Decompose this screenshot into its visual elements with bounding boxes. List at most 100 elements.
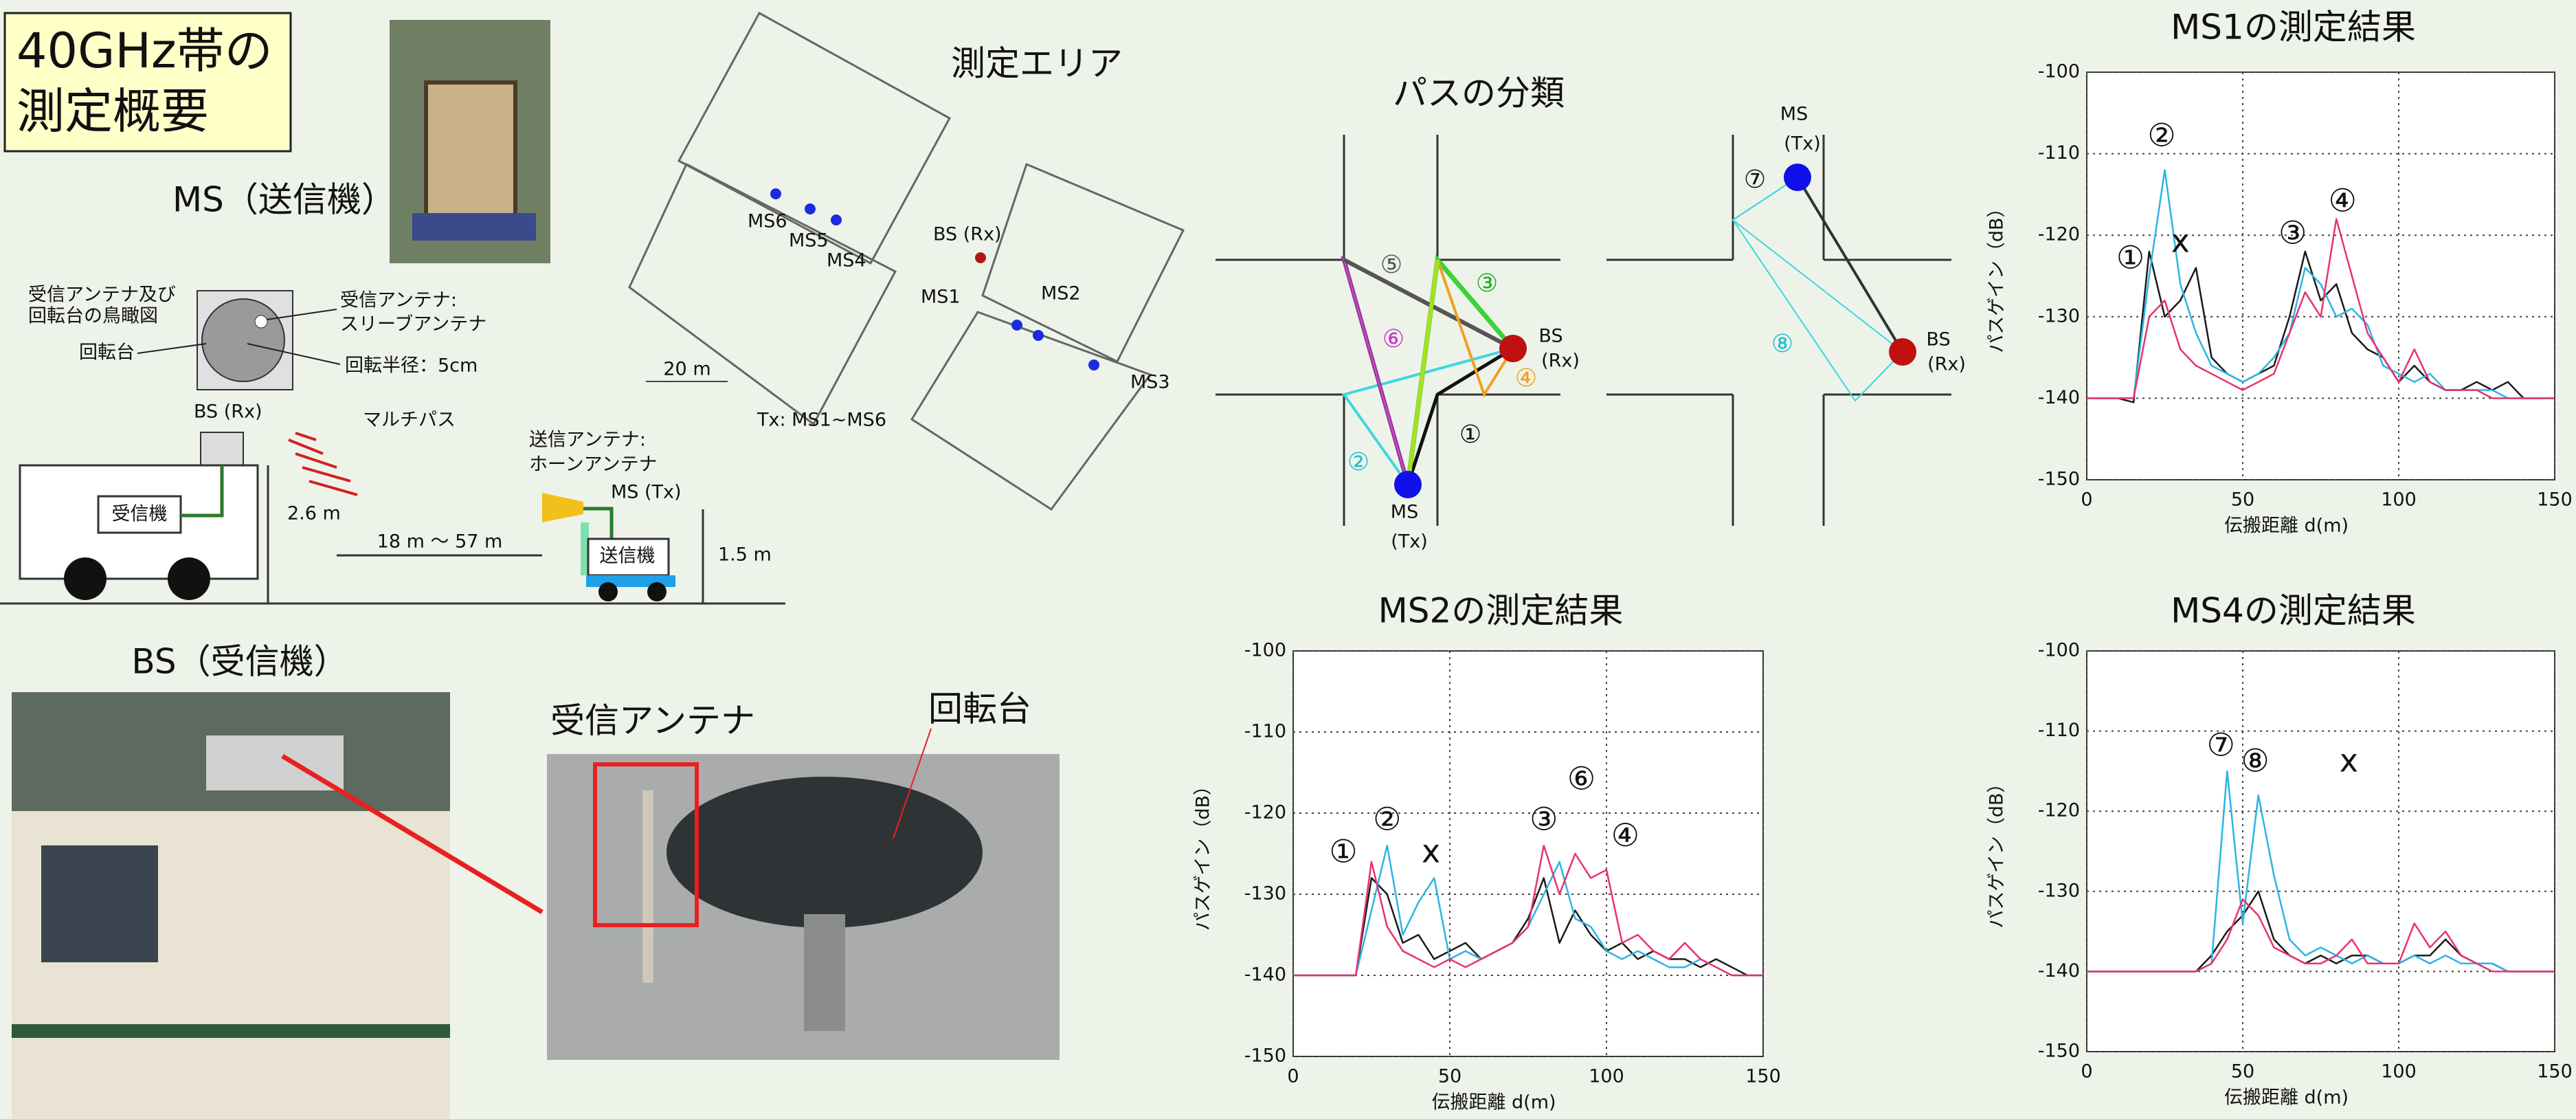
- y-tick-label: -120: [2038, 224, 2080, 245]
- annotation: ⑥: [1567, 760, 1595, 797]
- path-label: ⑥: [1382, 325, 1404, 353]
- chart-title: MS2の測定結果: [1378, 591, 1624, 631]
- y-tick-label: -140: [1244, 964, 1286, 986]
- label: 送信機: [600, 546, 656, 567]
- y-tick-label: -130: [2038, 880, 2080, 901]
- y-tick-label: -110: [2038, 142, 2080, 164]
- y-axis-label: パスゲイン（dB）: [1986, 774, 2008, 928]
- bs-label: BS（受信機）: [131, 642, 348, 682]
- x-tick-label: 0: [2081, 489, 2092, 511]
- plot-area: [2086, 71, 2555, 480]
- label: 回転半径：5cm: [345, 355, 478, 377]
- label: BS: [1538, 326, 1563, 347]
- cart-pole: [581, 522, 589, 575]
- pointer-arrow: [281, 753, 544, 915]
- label: 1.5 m: [718, 544, 772, 566]
- leader: [247, 343, 341, 365]
- map-label: BS (Rx): [933, 224, 1002, 245]
- label: MS (Tx): [611, 482, 682, 503]
- y-tick-label: -100: [2038, 61, 2080, 82]
- label: 2.6 m: [287, 503, 341, 524]
- cable: [583, 507, 614, 539]
- map-title: 測定エリア: [951, 44, 1123, 84]
- x-axis-label: 伝搬距離 d(m): [2224, 516, 2349, 537]
- bs-dot: [1889, 338, 1916, 366]
- label: (Rx): [1927, 354, 1966, 375]
- scale-label: 20 m: [663, 359, 710, 380]
- bs-photo: [12, 692, 450, 1119]
- x-tick-label: 100: [1589, 1066, 1624, 1087]
- path-label: ③: [1476, 269, 1498, 298]
- y-tick-label: -110: [1244, 721, 1286, 742]
- annotation: ⑦: [2207, 726, 2235, 763]
- ms-dot: [1784, 164, 1811, 191]
- path-label: ②: [1347, 448, 1369, 476]
- y-tick-label: -150: [2038, 469, 2080, 490]
- cable: [181, 465, 224, 518]
- y-tick-label: -150: [2038, 1041, 2080, 1062]
- map-label: MS3: [1130, 372, 1170, 393]
- series-line: [2087, 250, 2555, 403]
- label: 回転台: [928, 689, 1031, 729]
- path-lines: [1341, 176, 1904, 486]
- y-tick-label: -140: [2038, 960, 2080, 982]
- roads: [1216, 135, 1951, 526]
- transmitter-box: [587, 538, 670, 577]
- ms-photo: [390, 20, 550, 263]
- antenna-photo: [547, 754, 1060, 1060]
- x-tick-label: 0: [1287, 1066, 1299, 1087]
- label: 受信アンテナ:: [340, 290, 457, 311]
- highlight: [593, 762, 699, 927]
- y-axis-label: パスゲイン（dB）: [1193, 777, 1214, 931]
- annotation: ③: [1530, 800, 1558, 837]
- y-tick-label: -140: [2038, 387, 2080, 408]
- label: マルチパス: [363, 410, 456, 431]
- label: BS: [1926, 329, 1950, 351]
- y-tick-label: -120: [2038, 800, 2080, 821]
- map-label: MS5: [789, 230, 829, 252]
- path-label: ⑤: [1380, 251, 1402, 279]
- building: [910, 311, 1152, 511]
- x-tick-label: 150: [1745, 1066, 1781, 1087]
- path-label: ⑦: [1744, 166, 1766, 194]
- x-axis-label: 伝搬距離 d(m): [2224, 1087, 2349, 1109]
- bs-dot: [1499, 335, 1527, 362]
- horn: [542, 493, 583, 522]
- y-tick-label: -100: [2038, 640, 2080, 661]
- x-tick-label: 0: [2081, 1061, 2092, 1083]
- label: MS: [1391, 502, 1418, 523]
- ms-dot: [1394, 471, 1422, 498]
- antenna-dot: [254, 315, 268, 329]
- label: (Rx): [1541, 351, 1580, 372]
- ms-points: [770, 188, 1099, 370]
- annotation: x: [2340, 742, 2358, 779]
- annotation: ②: [2147, 116, 2175, 153]
- leader: [137, 343, 207, 354]
- map-note: Tx: MS1~MS6: [757, 410, 886, 431]
- leader: [893, 728, 932, 839]
- label: 受信アンテナ及び: [28, 285, 176, 306]
- path-label: ⑧: [1771, 330, 1793, 358]
- label: 18 m ～ 57 m: [377, 531, 503, 553]
- y-tick-label: -130: [2038, 305, 2080, 326]
- x-tick-label: 100: [2381, 489, 2417, 511]
- x-tick-label: 50: [2231, 489, 2254, 511]
- chart-title: MS4の測定結果: [2171, 591, 2416, 631]
- wheel: [647, 582, 667, 601]
- title-box: [3, 12, 292, 153]
- annotation: ①: [1329, 833, 1357, 870]
- annotation: ④: [2329, 181, 2357, 219]
- wheel: [64, 557, 107, 600]
- y-tick-label: -100: [1244, 640, 1286, 661]
- annotation: x: [1422, 833, 1440, 870]
- label: (Tx): [1391, 531, 1428, 553]
- series-line: [2087, 898, 2555, 973]
- path-label: ①: [1459, 421, 1481, 449]
- bs-antenna: [200, 432, 244, 466]
- annotation: ①: [2116, 239, 2144, 276]
- plot-area: [2086, 650, 2555, 1052]
- leader: [266, 309, 337, 320]
- x-tick-label: 50: [2231, 1061, 2254, 1083]
- y-tick-label: -110: [2038, 720, 2080, 741]
